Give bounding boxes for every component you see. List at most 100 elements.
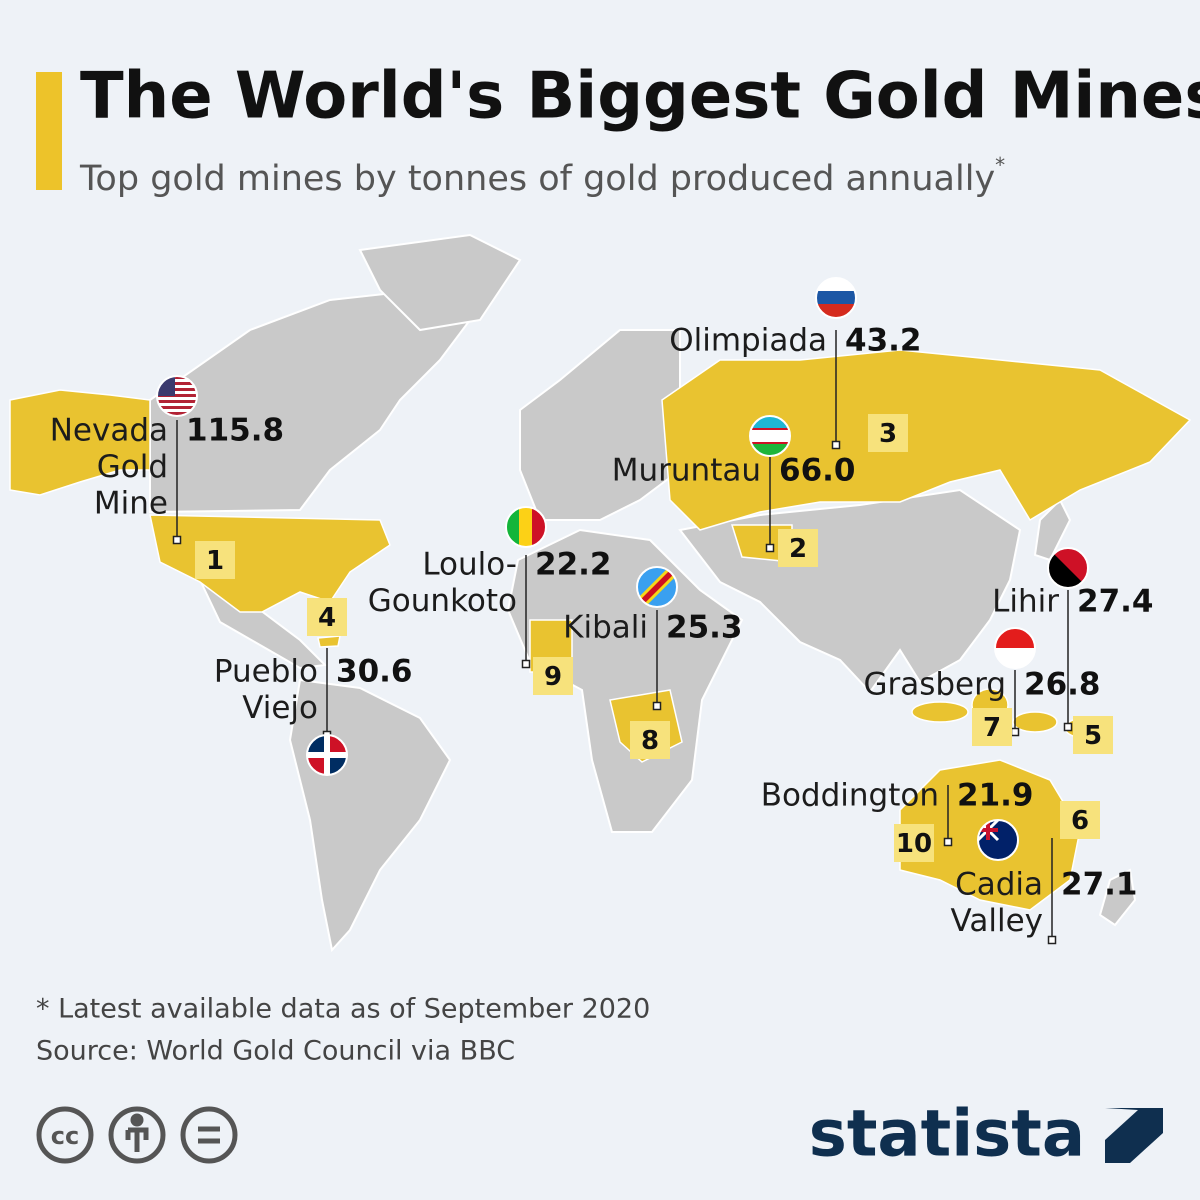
- flag-ring: [505, 506, 547, 548]
- rank-number: 8: [641, 726, 659, 756]
- rank-box: [195, 541, 235, 579]
- flag-ring: [156, 375, 198, 417]
- highlight-country: [1012, 711, 1058, 733]
- accent-bar: [36, 72, 62, 190]
- mine-value: 21.9: [957, 778, 1034, 814]
- mine-location: [172, 535, 182, 545]
- mine-name: Kibali: [563, 610, 648, 646]
- mine-value: 22.2: [535, 547, 612, 583]
- mine-name: Mine: [94, 486, 168, 522]
- rank-number: 2: [789, 534, 807, 564]
- rank-number: 9: [544, 662, 562, 692]
- flag-part: [1048, 548, 1088, 588]
- mine-location: [521, 659, 531, 669]
- mine-value: 27.4: [1077, 584, 1154, 620]
- flag-part: [519, 507, 533, 547]
- footnote: * Latest available data as of September …: [36, 994, 650, 1025]
- mine-location: [1063, 722, 1073, 732]
- land: [149, 288, 472, 514]
- flag-part: [750, 428, 790, 430]
- land: [358, 233, 522, 332]
- license-icon: [36, 1106, 94, 1164]
- subtitle: Top gold mines by tonnes of gold produce…: [79, 153, 1005, 200]
- mine-value: 25.3: [666, 610, 743, 646]
- mine-name: Loulo-: [422, 547, 517, 583]
- mine-value: 26.8: [1024, 667, 1101, 703]
- flag-part: [157, 391, 197, 394]
- flag-ring: [306, 734, 348, 776]
- mine-location: [765, 543, 775, 553]
- source: Source: World Gold Council via BBC: [36, 1036, 515, 1067]
- mine-value: 30.6: [336, 654, 413, 690]
- mine-name: Lihir: [992, 584, 1059, 620]
- rank-box: [868, 414, 908, 452]
- mine-name: Gold: [97, 449, 168, 485]
- flag-part: [157, 385, 197, 388]
- mine-location: [1047, 935, 1057, 945]
- flag-ring: [977, 819, 1019, 861]
- mine-value: 43.2: [845, 323, 922, 359]
- flag: [1048, 548, 1088, 588]
- license-icon: [108, 1106, 166, 1164]
- flag-part: [157, 394, 197, 397]
- highlight-country: [911, 701, 969, 723]
- license-icon: [198, 1126, 220, 1144]
- flag-part: [157, 412, 197, 415]
- land: [1098, 868, 1137, 927]
- brand: statista: [809, 1098, 1085, 1172]
- rank-box: [307, 598, 347, 636]
- rank-box: [894, 824, 934, 862]
- license-icon: [180, 1106, 238, 1164]
- flag-part: [816, 291, 856, 305]
- flag-part: [978, 828, 998, 832]
- flag-part: [157, 379, 197, 382]
- flag-ring: [636, 566, 678, 608]
- mine-location: [831, 440, 841, 450]
- mine-name: Cadia: [955, 867, 1043, 903]
- rank-box: [972, 708, 1012, 746]
- mine-name: Boddington: [761, 778, 939, 814]
- highlight-country: [661, 349, 1192, 531]
- subtitle-mark: *: [995, 153, 1005, 177]
- subtitle-text: Top gold mines by tonnes of gold produce…: [79, 159, 995, 199]
- license-icon: [130, 1113, 144, 1127]
- rank-box: [778, 529, 818, 567]
- license-text: cc: [51, 1122, 79, 1150]
- mine-name: Grasberg: [863, 667, 1006, 703]
- highlight-country: [317, 635, 341, 648]
- flag-part: [157, 376, 197, 379]
- flag-ring: [1047, 547, 1089, 589]
- flag-part: [995, 628, 1035, 648]
- rank-number: 10: [896, 829, 932, 859]
- highlight-country: [149, 514, 391, 613]
- license-icons: cc: [36, 1106, 238, 1164]
- mine-location: [1010, 727, 1020, 737]
- brand-logo: [1105, 1108, 1163, 1163]
- rank-number: 7: [983, 713, 1001, 743]
- rank-box: [1060, 801, 1100, 839]
- flag-ring: [749, 415, 791, 457]
- mine-name: Nevada: [50, 413, 168, 449]
- mine-name: Valley: [951, 903, 1043, 939]
- mine-location: [652, 701, 662, 711]
- flag-part: [750, 429, 790, 443]
- rank-number: 6: [1071, 806, 1089, 836]
- land: [519, 329, 681, 521]
- rank-number: 3: [879, 419, 897, 449]
- flag-part: [995, 648, 1035, 668]
- mine-name: Viejo: [242, 690, 318, 726]
- flag-part: [157, 409, 197, 412]
- title: The World's Biggest Gold Mines: [80, 60, 1200, 134]
- flag-part: [157, 382, 197, 385]
- mine-location: [943, 837, 953, 847]
- flag-part: [157, 400, 197, 403]
- rank-box: [630, 721, 670, 759]
- mine-name: Olimpiada: [669, 323, 827, 359]
- flag-part: [157, 397, 197, 400]
- flag-part: [157, 388, 197, 391]
- rank-box: [1073, 716, 1113, 754]
- flag-ring: [815, 277, 857, 319]
- mine-name: Pueblo: [214, 654, 318, 690]
